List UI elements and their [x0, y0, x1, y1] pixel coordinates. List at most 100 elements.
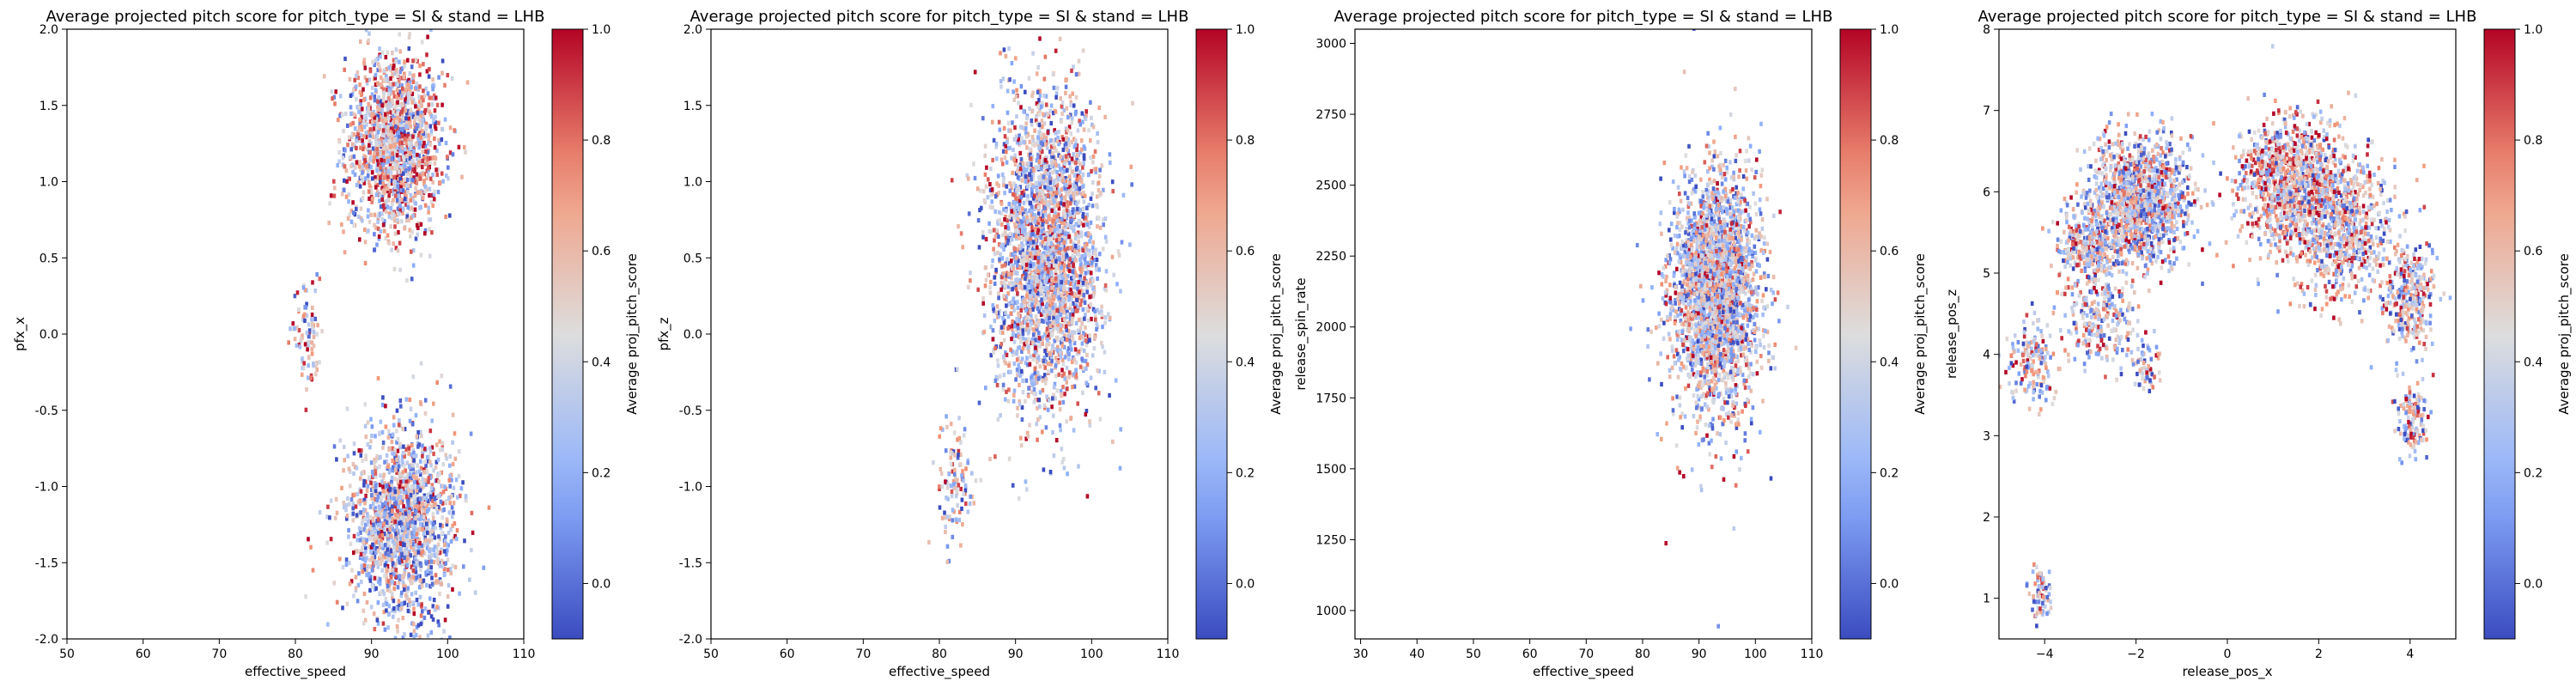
data-cell: [401, 188, 405, 193]
data-cell: [402, 464, 406, 469]
data-cell: [428, 584, 432, 589]
data-cell: [306, 347, 309, 352]
data-cell: [403, 226, 406, 231]
data-cell: [386, 435, 391, 440]
data-cell: [1071, 330, 1074, 335]
data-cell: [432, 468, 435, 473]
data-cell: [1129, 164, 1133, 169]
data-cell: [1012, 233, 1017, 238]
data-cell: [451, 523, 454, 528]
data-cell: [371, 134, 375, 140]
data-cell: [412, 611, 416, 617]
data-cell: [1059, 193, 1063, 198]
data-cell: [388, 166, 392, 171]
data-cell: [1019, 283, 1024, 289]
data-cell: [392, 126, 395, 131]
data-cell: [386, 138, 390, 143]
data-cell: [405, 186, 410, 192]
data-cell: [387, 91, 391, 97]
data-cell: [406, 190, 410, 195]
data-cell: [375, 456, 379, 461]
data-cell: [309, 375, 313, 380]
data-cell: [307, 355, 311, 360]
data-cell: [1044, 376, 1048, 381]
data-cell: [404, 534, 409, 539]
data-cell: [391, 84, 394, 89]
data-cell: [418, 521, 422, 526]
data-cell: [409, 234, 412, 239]
data-cell: [361, 569, 365, 575]
data-cell: [1082, 199, 1086, 204]
data-cell: [422, 98, 425, 103]
data-cell: [1030, 374, 1034, 380]
data-cell: [348, 502, 351, 507]
data-cell: [382, 146, 386, 151]
data-cell: [1045, 164, 1049, 169]
data-cell: [381, 395, 385, 400]
data-cell: [391, 71, 394, 76]
data-cell: [443, 538, 447, 544]
data-cell: [391, 526, 394, 532]
data-cell: [390, 483, 393, 489]
data-cell: [1012, 307, 1016, 313]
data-cell: [418, 190, 422, 195]
data-cell: [981, 301, 985, 306]
data-cell: [387, 106, 392, 111]
data-cell: [392, 198, 395, 203]
data-cell: [388, 588, 392, 593]
data-cell: [417, 132, 421, 137]
data-cell: [419, 567, 422, 572]
data-cell: [1012, 320, 1017, 325]
data-cell: [991, 337, 995, 342]
data-cell: [352, 593, 355, 599]
data-cell: [395, 160, 399, 165]
data-cell: [1103, 315, 1108, 320]
data-cell: [384, 424, 388, 429]
data-cell: [387, 519, 392, 524]
data-cell: [374, 138, 378, 143]
data-cell: [409, 578, 412, 583]
data-cell: [365, 122, 368, 127]
data-cell: [395, 429, 398, 434]
data-cell: [1008, 181, 1012, 186]
data-cell: [390, 156, 394, 161]
data-cell: [409, 406, 413, 411]
data-cell: [1054, 396, 1057, 401]
data-cell: [410, 520, 415, 525]
data-cell: [408, 32, 411, 37]
data-cell: [1069, 112, 1072, 118]
data-cell: [1064, 179, 1067, 185]
data-cell: [1035, 187, 1039, 192]
data-cell: [381, 445, 385, 450]
data-cell: [331, 96, 334, 101]
data-cell: [382, 158, 386, 164]
data-cell: [340, 222, 343, 228]
data-cell: [408, 136, 412, 141]
data-cell: [373, 62, 376, 68]
data-cell: [1042, 373, 1047, 378]
data-cell: [392, 218, 397, 223]
data-cell: [421, 477, 425, 482]
data-cell: [398, 512, 402, 517]
data-cell: [386, 77, 390, 82]
data-cell: [1111, 439, 1115, 444]
data-cell: [405, 460, 409, 465]
data-cell: [355, 538, 360, 543]
data-cell: [969, 278, 972, 283]
data-cell: [1066, 274, 1070, 279]
data-cell: [363, 617, 368, 623]
data-cell: [1026, 193, 1030, 198]
data-cell: [1077, 248, 1081, 253]
data-cell: [377, 234, 381, 240]
data-cell: [450, 76, 454, 81]
data-cell: [396, 184, 399, 189]
data-cell: [409, 581, 413, 586]
data-cell: [403, 197, 407, 202]
data-cell: [314, 362, 318, 367]
data-cell: [440, 102, 444, 107]
data-cell: [399, 404, 403, 409]
data-cell: [394, 113, 398, 119]
data-cell: [1040, 145, 1044, 151]
data-cell: [427, 166, 430, 171]
data-cell: [362, 527, 367, 532]
